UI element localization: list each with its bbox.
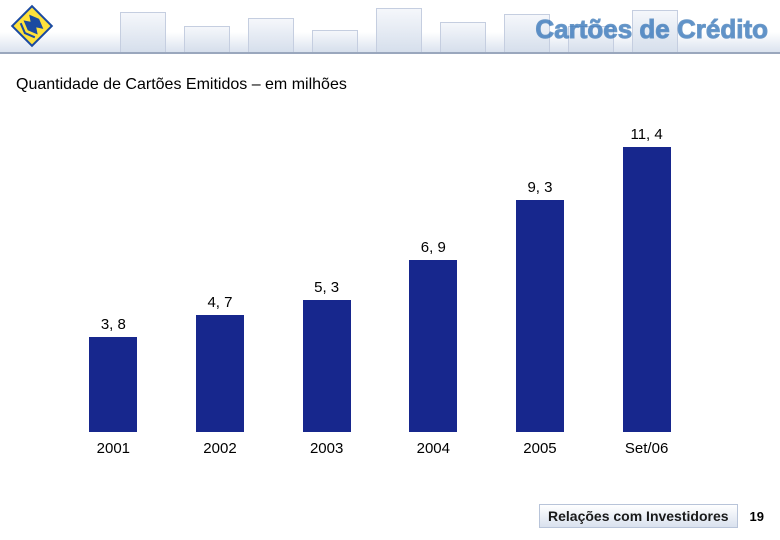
header-band: Cartões de Crédito — [0, 0, 780, 54]
bar-category-label: Set/06 — [625, 440, 668, 460]
footer-label: Relações com Investidores — [539, 504, 738, 528]
bar-group: 4, 7 2002 — [170, 294, 270, 461]
decorative-bar — [248, 18, 294, 52]
decorative-bar — [312, 30, 358, 52]
bar-value-label: 11, 4 — [630, 126, 662, 143]
decorative-bar — [440, 22, 486, 52]
bar — [303, 300, 351, 433]
bar — [196, 315, 244, 433]
bar — [516, 200, 564, 433]
decorative-bar — [120, 12, 166, 52]
bar — [89, 337, 137, 432]
bar-group: 6, 9 2004 — [383, 239, 483, 461]
bar — [623, 147, 671, 432]
bar-category-label: 2002 — [203, 440, 236, 460]
bar-category-label: 2003 — [310, 440, 343, 460]
bar-value-label: 4, 7 — [207, 294, 232, 311]
decorative-bar — [184, 26, 230, 52]
bar-group: 11, 4 Set/06 — [597, 126, 697, 460]
bar-category-label: 2004 — [417, 440, 450, 460]
bar-value-label: 9, 3 — [527, 179, 552, 196]
bar-value-label: 6, 9 — [421, 239, 446, 256]
bar-chart: 3, 8 2001 4, 7 2002 5, 3 2003 6, 9 2004 9, 3 2005… — [60, 130, 700, 460]
bank-logo — [8, 2, 56, 50]
bar-group: 3, 8 2001 — [63, 316, 163, 460]
chart-subtitle: Quantidade de Cartões Emitidos – em milh… — [16, 76, 347, 94]
bar-value-label: 5, 3 — [314, 279, 339, 296]
bar-group: 5, 3 2003 — [277, 279, 377, 461]
bar — [409, 260, 457, 433]
bank-logo-svg — [8, 2, 56, 50]
bar-category-label: 2005 — [523, 440, 556, 460]
footer: Relações com Investidores 19 — [539, 504, 764, 528]
page-title: Cartões de Crédito — [535, 14, 768, 45]
page-number: 19 — [750, 509, 764, 524]
bar-value-label: 3, 8 — [101, 316, 126, 333]
bar-group: 9, 3 2005 — [490, 179, 590, 461]
slide: Cartões de Crédito Quantidade de Cartões… — [0, 0, 780, 540]
bar-category-label: 2001 — [97, 440, 130, 460]
decorative-bar — [376, 8, 422, 52]
